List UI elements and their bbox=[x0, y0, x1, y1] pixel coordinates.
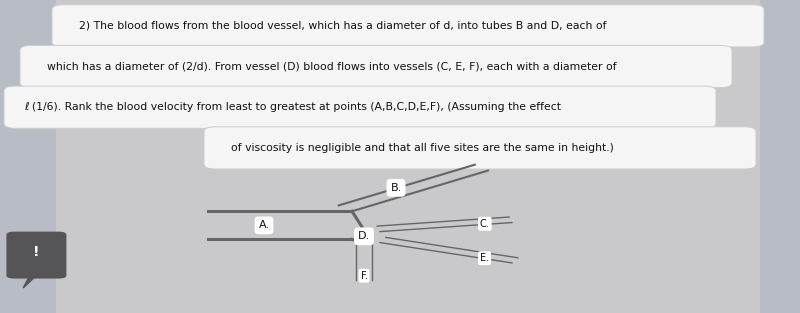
Text: which has a diameter of (2/d). From vessel (D) blood flows into vessels (C, E, F: which has a diameter of (2/d). From vess… bbox=[40, 62, 617, 71]
FancyBboxPatch shape bbox=[0, 0, 56, 313]
FancyBboxPatch shape bbox=[204, 127, 756, 169]
Polygon shape bbox=[23, 275, 37, 288]
Text: B.: B. bbox=[390, 183, 402, 193]
FancyBboxPatch shape bbox=[4, 86, 716, 128]
FancyBboxPatch shape bbox=[20, 45, 732, 88]
Text: !: ! bbox=[33, 245, 40, 259]
Text: of viscosity is negligible and that all five sites are the same in height.): of viscosity is negligible and that all … bbox=[224, 143, 614, 153]
Text: D.: D. bbox=[358, 231, 370, 241]
Text: E.: E. bbox=[480, 253, 489, 263]
FancyBboxPatch shape bbox=[52, 5, 764, 47]
Text: A.: A. bbox=[258, 220, 270, 230]
FancyBboxPatch shape bbox=[6, 232, 66, 279]
FancyBboxPatch shape bbox=[760, 0, 800, 313]
Text: ℓ (1/6). Rank the blood velocity from least to greatest at points (A,B,C,D,E,F),: ℓ (1/6). Rank the blood velocity from le… bbox=[24, 102, 561, 112]
Text: 2) The blood flows from the blood vessel, which has a diameter of d, into tubes : 2) The blood flows from the blood vessel… bbox=[72, 21, 606, 31]
Text: F.: F. bbox=[361, 271, 367, 281]
Text: C.: C. bbox=[480, 219, 490, 229]
